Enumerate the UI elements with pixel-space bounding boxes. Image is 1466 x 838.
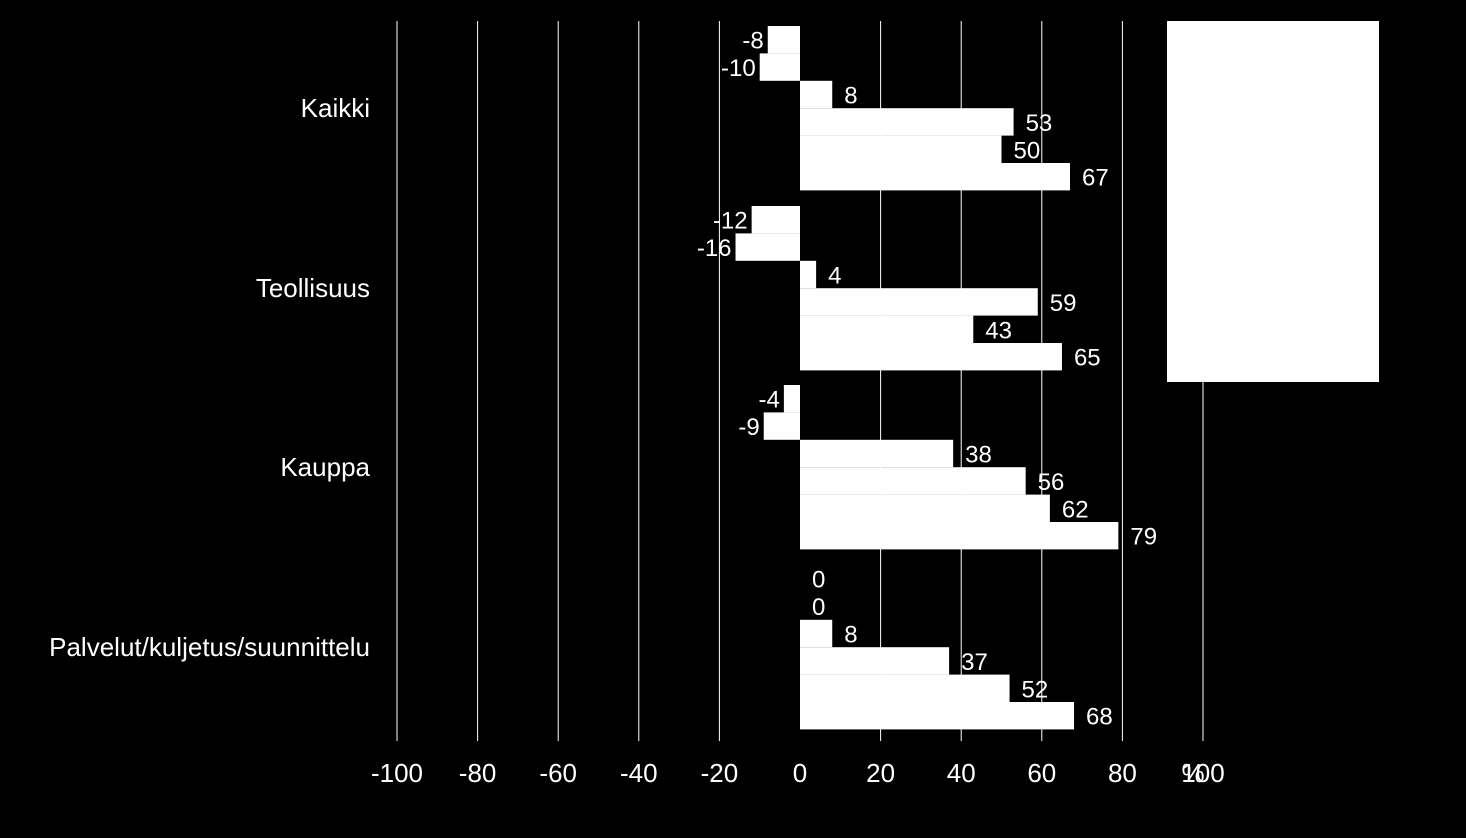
bar: [800, 80, 833, 109]
bar: [800, 108, 1014, 136]
category-labels: Kaikki Teollisuus Kauppa Palvelut/kuljetus/…: [49, 93, 370, 662]
category-label: Kauppa: [280, 452, 370, 482]
x-tick-label: 100: [1181, 758, 1224, 788]
data-label: 0: [812, 594, 825, 621]
data-label: 43: [985, 317, 1012, 344]
bar: [800, 315, 974, 343]
category-label: Teollisuus: [256, 273, 370, 303]
data-label: 0: [812, 567, 825, 594]
x-tick-label: 60: [1027, 758, 1056, 788]
data-label: 38: [965, 442, 992, 469]
bar: [763, 412, 800, 440]
x-tick-label: 80: [1108, 758, 1137, 788]
category-label: Palvelut/kuljetus/suunnittelu: [49, 632, 370, 662]
data-label: 37: [961, 649, 988, 676]
x-tick-label: -100: [371, 758, 423, 788]
x-tick-label: -80: [459, 758, 497, 788]
category-label: Kaikki: [301, 93, 370, 123]
data-label: 8: [844, 622, 857, 649]
bar: [800, 163, 1071, 191]
data-label: -9: [738, 414, 759, 441]
bar: [800, 439, 954, 468]
legend-box: [1167, 21, 1379, 382]
bar: [800, 494, 1050, 522]
bar: [800, 522, 1119, 550]
bar: [800, 135, 1002, 163]
data-label: 65: [1074, 345, 1101, 372]
data-label: -12: [713, 208, 748, 235]
bar: [735, 233, 800, 261]
bar: [800, 702, 1075, 730]
bar: [759, 53, 800, 81]
bar: [800, 288, 1038, 316]
data-label: -10: [721, 55, 756, 82]
data-label: 68: [1086, 704, 1113, 731]
data-label: 59: [1050, 290, 1077, 317]
bars: [735, 26, 1119, 730]
x-tick-labels: -100 -80 -60 -40 -20 0 20 40 60 80 100: [371, 758, 1225, 788]
x-tick-label: 20: [866, 758, 895, 788]
x-tick-label: -40: [620, 758, 658, 788]
data-label: -16: [697, 235, 732, 262]
bar: [783, 385, 800, 413]
bar: [800, 343, 1062, 371]
data-label: -4: [759, 387, 780, 414]
data-label: 67: [1082, 165, 1109, 192]
bar: [751, 206, 800, 234]
data-label: 53: [1026, 110, 1053, 137]
data-label: 4: [828, 263, 841, 290]
data-label: 56: [1038, 469, 1065, 496]
data-label: 62: [1062, 496, 1089, 523]
data-label: 79: [1130, 524, 1157, 551]
bar: [800, 674, 1010, 702]
data-label: -8: [742, 28, 763, 55]
x-tick-label: -60: [539, 758, 577, 788]
bar: [767, 26, 800, 54]
bar: [800, 260, 817, 289]
data-label: 52: [1022, 676, 1049, 703]
data-labels: -8-108535067-12-164594365-4-938566279008…: [697, 28, 1157, 731]
bar: [800, 467, 1026, 495]
bar: [800, 619, 833, 648]
x-tick-label: 0: [793, 758, 807, 788]
x-tick-label: -20: [701, 758, 739, 788]
bar: [800, 647, 950, 675]
x-tick-label: 40: [947, 758, 976, 788]
x-unit-label: %: [1181, 758, 1204, 788]
data-label: 8: [844, 83, 857, 110]
data-label: 50: [1014, 137, 1041, 164]
